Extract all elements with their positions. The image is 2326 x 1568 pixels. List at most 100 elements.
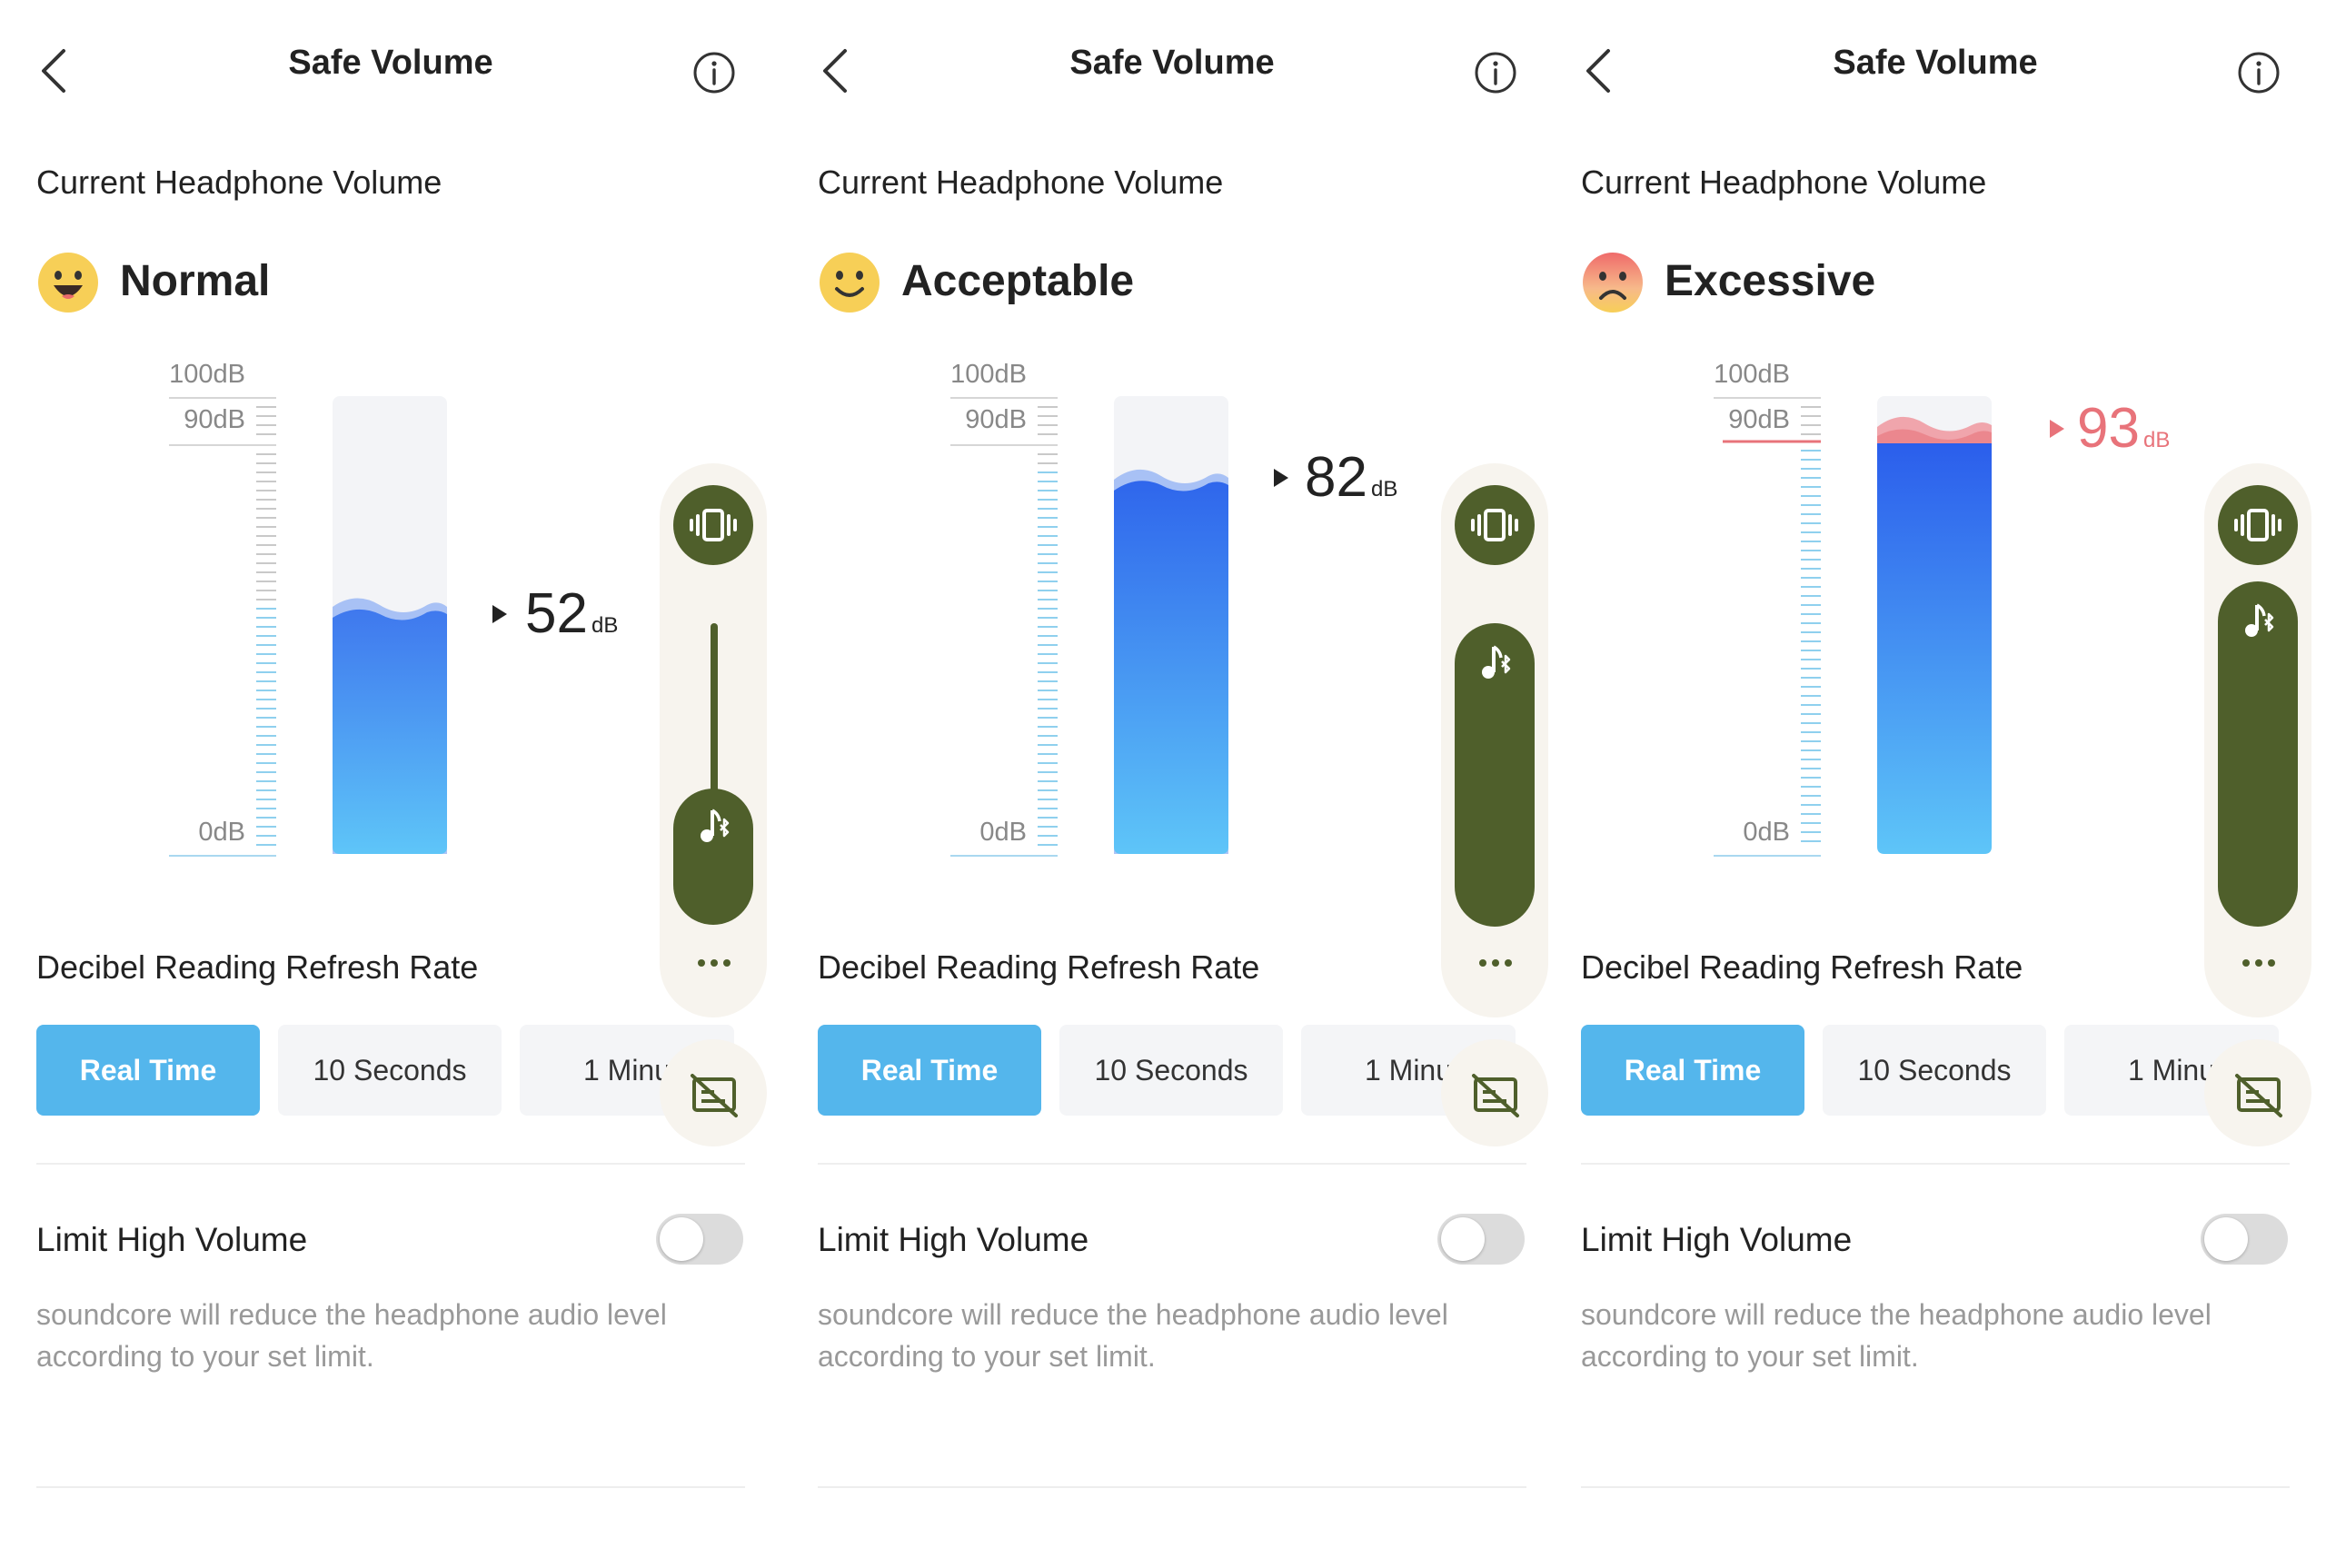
- vibrate-icon: [1471, 509, 1518, 541]
- smile-face-icon: [820, 253, 880, 313]
- sad-face-icon: [1583, 253, 1643, 313]
- refresh-option-10-seconds[interactable]: 10 Seconds: [1823, 1025, 2046, 1116]
- tick-100db: 100dB: [169, 360, 245, 389]
- vibrate-icon: [2234, 509, 2281, 541]
- page-title: Safe Volume: [288, 44, 493, 82]
- floating-control-panel: [2204, 463, 2311, 1017]
- limit-high-volume-toggle[interactable]: [656, 1214, 743, 1265]
- divider-bottom: [818, 1486, 1526, 1488]
- refresh-option-real-time[interactable]: Real Time: [1581, 1025, 1804, 1116]
- scale-ticks: [950, 397, 1058, 857]
- limit-description: soundcore will reduce the headphone audi…: [818, 1298, 1448, 1373]
- divider: [36, 1163, 745, 1165]
- volume-slider-thumb[interactable]: [1455, 623, 1535, 927]
- toggle-knob: [1441, 1217, 1485, 1261]
- subtitle-off-icon: [1472, 1074, 1519, 1117]
- limit-description: soundcore will reduce the headphone audi…: [36, 1298, 667, 1373]
- subtitle-off-button[interactable]: [2204, 1039, 2311, 1146]
- meter-fill: [1877, 443, 1992, 854]
- floating-control-panel: [1441, 463, 1548, 1017]
- current-volume-label: Current Headphone Volume: [36, 164, 442, 201]
- scale-ticks: [1714, 397, 1821, 857]
- info-icon[interactable]: [692, 51, 736, 94]
- back-arrow-icon[interactable]: [36, 45, 73, 96]
- toggle-knob: [2204, 1217, 2248, 1261]
- meter-track: [1114, 396, 1228, 854]
- limit-high-volume-toggle[interactable]: [1437, 1214, 1525, 1265]
- divider: [818, 1163, 1526, 1165]
- more-icon[interactable]: [696, 954, 732, 972]
- limit-high-volume-label: Limit High Volume: [1581, 1221, 1853, 1258]
- decibel-unit: dB: [2142, 428, 2171, 452]
- subtitle-off-icon: [2235, 1074, 2282, 1117]
- decibel-value: 82: [1305, 446, 1367, 509]
- vibrate-button[interactable]: [1455, 485, 1535, 565]
- meter-track: [333, 396, 447, 854]
- status-label: Excessive: [1665, 257, 1876, 305]
- decibel-reading: 52 dB: [525, 581, 618, 646]
- refresh-option-10-seconds[interactable]: 10 Seconds: [1059, 1025, 1283, 1116]
- tick-90db: 90dB: [965, 405, 1027, 434]
- music-bluetooth-icon: [2245, 603, 2274, 637]
- limit-description: soundcore will reduce the headphone audi…: [1581, 1298, 2212, 1373]
- tick-90db: 90dB: [1728, 405, 1790, 434]
- decibel-unit: dB: [1370, 477, 1398, 501]
- tick-100db: 100dB: [950, 360, 1027, 389]
- back-arrow-icon[interactable]: [1581, 45, 1617, 96]
- status-label: Acceptable: [901, 257, 1135, 305]
- meter-fill: [1114, 481, 1228, 854]
- decibel-value: 93: [2077, 397, 2140, 460]
- decibel-value: 52: [525, 582, 588, 645]
- tick-90db: 90dB: [184, 405, 245, 434]
- volume-slider-thumb[interactable]: [673, 789, 753, 925]
- refresh-rate-label: Decibel Reading Refresh Rate: [36, 948, 479, 986]
- page-title: Safe Volume: [1069, 44, 1275, 82]
- more-icon[interactable]: [1477, 954, 1514, 972]
- divider: [1581, 1163, 2290, 1165]
- meter-excess-fill: [1877, 416, 1992, 445]
- volume-slider-thumb[interactable]: [2218, 581, 2298, 927]
- refresh-option-real-time[interactable]: Real Time: [818, 1025, 1041, 1116]
- limit-high-volume-label: Limit High Volume: [818, 1221, 1089, 1258]
- tick-100db: 100dB: [1714, 360, 1790, 389]
- divider-bottom: [36, 1486, 745, 1488]
- meter-track: [1877, 396, 1992, 854]
- refresh-rate-label: Decibel Reading Refresh Rate: [1581, 948, 2023, 986]
- limit-high-volume-label: Limit High Volume: [36, 1221, 308, 1258]
- refresh-rate-label: Decibel Reading Refresh Rate: [818, 948, 1260, 986]
- page-title: Safe Volume: [1833, 44, 2038, 82]
- info-icon[interactable]: [2237, 51, 2281, 94]
- divider-bottom: [1581, 1486, 2290, 1488]
- happy-face-icon: [38, 253, 98, 313]
- value-pointer: [492, 605, 507, 623]
- refresh-option-real-time[interactable]: Real Time: [36, 1025, 260, 1116]
- music-bluetooth-icon: [701, 809, 730, 842]
- volume-slider-track[interactable]: [711, 623, 718, 805]
- limit-high-volume-toggle[interactable]: [2201, 1214, 2288, 1265]
- value-pointer: [2050, 420, 2064, 438]
- safe-volume-panel-normal: Safe Volume Current Headphone Volume Nor…: [0, 0, 781, 1568]
- decibel-reading: 93 dB: [2077, 396, 2170, 461]
- subtitle-off-button[interactable]: [660, 1039, 767, 1146]
- meter-fill: [333, 609, 447, 854]
- status-label: Normal: [120, 257, 271, 305]
- decibel-unit: dB: [591, 613, 619, 638]
- subtitle-off-button[interactable]: [1441, 1039, 1548, 1146]
- refresh-option-10-seconds[interactable]: 10 Seconds: [278, 1025, 502, 1116]
- toggle-knob: [660, 1217, 703, 1261]
- music-bluetooth-icon: [1482, 645, 1511, 679]
- info-icon[interactable]: [1474, 51, 1517, 94]
- more-icon[interactable]: [2241, 954, 2277, 972]
- subtitle-off-icon: [691, 1074, 738, 1117]
- vibrate-button[interactable]: [673, 485, 753, 565]
- safe-volume-panel-acceptable: Safe Volume Current Headphone Volume Acc…: [781, 0, 1563, 1568]
- current-volume-label: Current Headphone Volume: [1581, 164, 1987, 201]
- vibrate-button[interactable]: [2218, 485, 2298, 565]
- safe-volume-panel-excessive: Safe Volume Current Headphone Volume Exc…: [1545, 0, 2326, 1568]
- back-arrow-icon[interactable]: [818, 45, 854, 96]
- value-pointer: [1274, 469, 1288, 487]
- tick-0db: 0dB: [1743, 818, 1790, 847]
- floating-control-panel: [660, 463, 767, 1017]
- decibel-reading: 82 dB: [1305, 445, 1397, 510]
- scale-ticks: [169, 397, 276, 857]
